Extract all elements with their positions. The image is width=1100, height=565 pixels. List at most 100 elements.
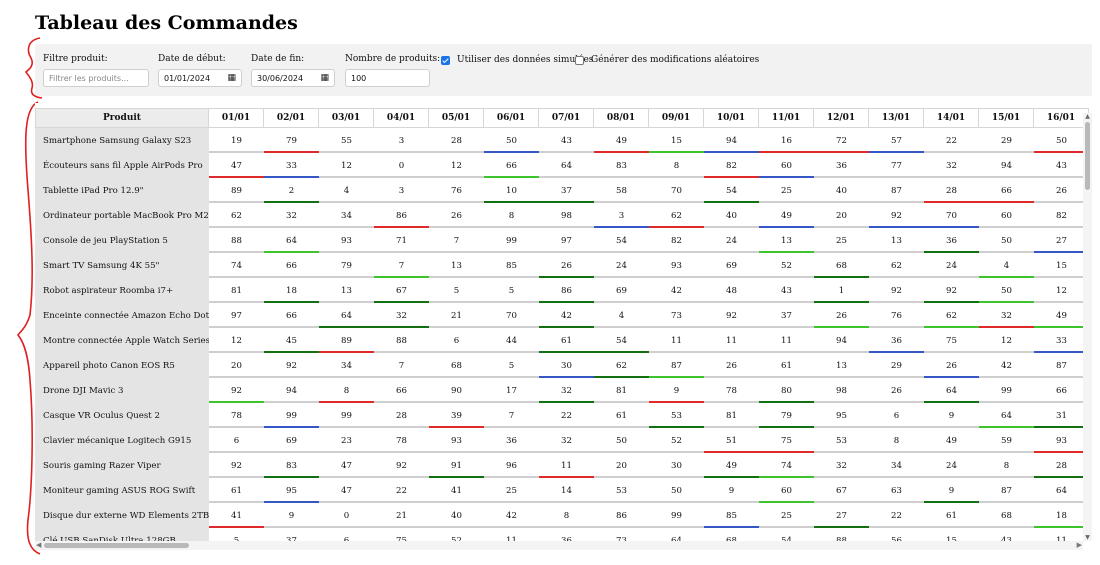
table-row[interactable]: Smartphone Samsung Galaxy S23 19 79 55 3 28 50… <box>35 128 1089 153</box>
order-count-cell[interactable]: 60 <box>759 153 814 178</box>
order-count-cell[interactable]: 0 <box>374 153 429 178</box>
order-count-cell[interactable]: 37 <box>539 178 594 203</box>
order-count-cell[interactable]: 69 <box>704 253 759 278</box>
order-count-cell[interactable]: 62 <box>869 253 924 278</box>
order-count-cell[interactable]: 87 <box>869 178 924 203</box>
order-count-cell[interactable]: 49 <box>594 128 649 153</box>
order-count-cell[interactable]: 52 <box>759 253 814 278</box>
order-count-cell[interactable]: 52 <box>429 528 484 542</box>
order-count-cell[interactable]: 34 <box>869 453 924 478</box>
order-count-cell[interactable]: 24 <box>704 228 759 253</box>
order-count-cell[interactable]: 36 <box>814 153 869 178</box>
table-row[interactable]: Tablette iPad Pro 12.9" 89 2 4 3 76 10 37 58 70 54… <box>35 178 1089 203</box>
order-count-cell[interactable]: 9 <box>924 478 979 503</box>
order-count-cell[interactable]: 97 <box>209 303 264 328</box>
order-count-cell[interactable]: 87 <box>649 353 704 378</box>
product-count-input[interactable]: 100 <box>345 69 430 87</box>
order-count-cell[interactable]: 54 <box>759 528 814 542</box>
order-count-cell[interactable]: 12 <box>209 328 264 353</box>
column-header-date[interactable]: 12/01 <box>814 108 869 128</box>
order-count-cell[interactable]: 49 <box>924 428 979 453</box>
horizontal-scroll-thumb[interactable] <box>44 543 189 548</box>
order-count-cell[interactable]: 82 <box>1034 203 1089 228</box>
column-header-date[interactable]: 04/01 <box>374 108 429 128</box>
order-count-cell[interactable]: 39 <box>429 403 484 428</box>
order-count-cell[interactable]: 9 <box>264 503 319 528</box>
order-count-cell[interactable]: 64 <box>649 528 704 542</box>
end-date-input[interactable]: 30/06/2024 ▦ <box>251 69 335 87</box>
order-count-cell[interactable]: 93 <box>1034 428 1089 453</box>
order-count-cell[interactable]: 42 <box>649 278 704 303</box>
order-count-cell[interactable]: 27 <box>1034 228 1089 253</box>
order-count-cell[interactable]: 83 <box>264 453 319 478</box>
order-count-cell[interactable]: 34 <box>319 353 374 378</box>
order-count-cell[interactable]: 58 <box>594 178 649 203</box>
order-count-cell[interactable]: 92 <box>209 453 264 478</box>
random-changes-option[interactable]: Générer des modifications aléatoires <box>575 55 759 65</box>
order-count-cell[interactable]: 50 <box>979 278 1034 303</box>
order-count-cell[interactable]: 28 <box>1034 453 1089 478</box>
order-count-cell[interactable]: 10 <box>484 178 539 203</box>
order-count-cell[interactable]: 67 <box>374 278 429 303</box>
order-count-cell[interactable]: 62 <box>209 203 264 228</box>
column-header-date[interactable]: 10/01 <box>704 108 759 128</box>
table-row[interactable]: Console de jeu PlayStation 5 88 64 93 71 7 99 9… <box>35 228 1089 253</box>
order-count-cell[interactable]: 36 <box>484 428 539 453</box>
order-count-cell[interactable]: 30 <box>649 453 704 478</box>
order-count-cell[interactable]: 51 <box>704 428 759 453</box>
random-changes-checkbox[interactable] <box>575 55 584 65</box>
column-header-date[interactable]: 08/01 <box>594 108 649 128</box>
order-count-cell[interactable]: 66 <box>1034 378 1089 403</box>
order-count-cell[interactable]: 18 <box>1034 503 1089 528</box>
vertical-scrollbar[interactable]: ▲ ▼ <box>1083 113 1092 541</box>
order-count-cell[interactable]: 22 <box>869 503 924 528</box>
order-count-cell[interactable]: 70 <box>649 178 704 203</box>
order-count-cell[interactable]: 4 <box>594 303 649 328</box>
order-count-cell[interactable]: 64 <box>539 153 594 178</box>
order-count-cell[interactable]: 69 <box>594 278 649 303</box>
order-count-cell[interactable]: 61 <box>209 478 264 503</box>
order-count-cell[interactable]: 9 <box>924 403 979 428</box>
order-count-cell[interactable]: 54 <box>594 228 649 253</box>
scroll-left-arrow-icon[interactable]: ◀ <box>36 541 42 549</box>
order-count-cell[interactable]: 17 <box>484 378 539 403</box>
order-count-cell[interactable]: 96 <box>484 453 539 478</box>
order-count-cell[interactable]: 25 <box>759 178 814 203</box>
order-count-cell[interactable]: 88 <box>374 328 429 353</box>
order-count-cell[interactable]: 70 <box>484 303 539 328</box>
order-count-cell[interactable]: 77 <box>869 153 924 178</box>
order-count-cell[interactable]: 59 <box>979 428 1034 453</box>
order-count-cell[interactable]: 42 <box>979 353 1034 378</box>
order-count-cell[interactable]: 92 <box>924 278 979 303</box>
order-count-cell[interactable]: 92 <box>704 303 759 328</box>
order-count-cell[interactable]: 61 <box>759 353 814 378</box>
order-count-cell[interactable]: 31 <box>1034 403 1089 428</box>
order-count-cell[interactable]: 71 <box>374 228 429 253</box>
order-count-cell[interactable]: 45 <box>264 328 319 353</box>
order-count-cell[interactable]: 25 <box>484 478 539 503</box>
scroll-down-arrow-icon[interactable]: ▼ <box>1085 534 1090 541</box>
order-count-cell[interactable]: 15 <box>1034 253 1089 278</box>
order-count-cell[interactable]: 95 <box>814 403 869 428</box>
order-count-cell[interactable]: 22 <box>374 478 429 503</box>
order-count-cell[interactable]: 22 <box>924 128 979 153</box>
order-count-cell[interactable]: 61 <box>539 328 594 353</box>
order-count-cell[interactable]: 94 <box>979 153 1034 178</box>
order-count-cell[interactable]: 8 <box>484 203 539 228</box>
order-count-cell[interactable]: 87 <box>979 478 1034 503</box>
order-count-cell[interactable]: 49 <box>1034 303 1089 328</box>
calendar-icon[interactable]: ▦ <box>320 73 329 83</box>
column-header-date[interactable]: 11/01 <box>759 108 814 128</box>
order-count-cell[interactable]: 12 <box>429 153 484 178</box>
column-header-date[interactable]: 09/01 <box>649 108 704 128</box>
column-header-date[interactable]: 01/01 <box>209 108 264 128</box>
order-count-cell[interactable]: 15 <box>649 128 704 153</box>
order-count-cell[interactable]: 86 <box>374 203 429 228</box>
table-row[interactable]: Clavier mécanique Logitech G915 6 69 23 78 93… <box>35 428 1089 453</box>
order-count-cell[interactable]: 93 <box>649 253 704 278</box>
column-header-date[interactable]: 03/01 <box>319 108 374 128</box>
order-count-cell[interactable]: 99 <box>264 403 319 428</box>
order-count-cell[interactable]: 11 <box>484 528 539 542</box>
order-count-cell[interactable]: 99 <box>979 378 1034 403</box>
order-count-cell[interactable]: 13 <box>319 278 374 303</box>
